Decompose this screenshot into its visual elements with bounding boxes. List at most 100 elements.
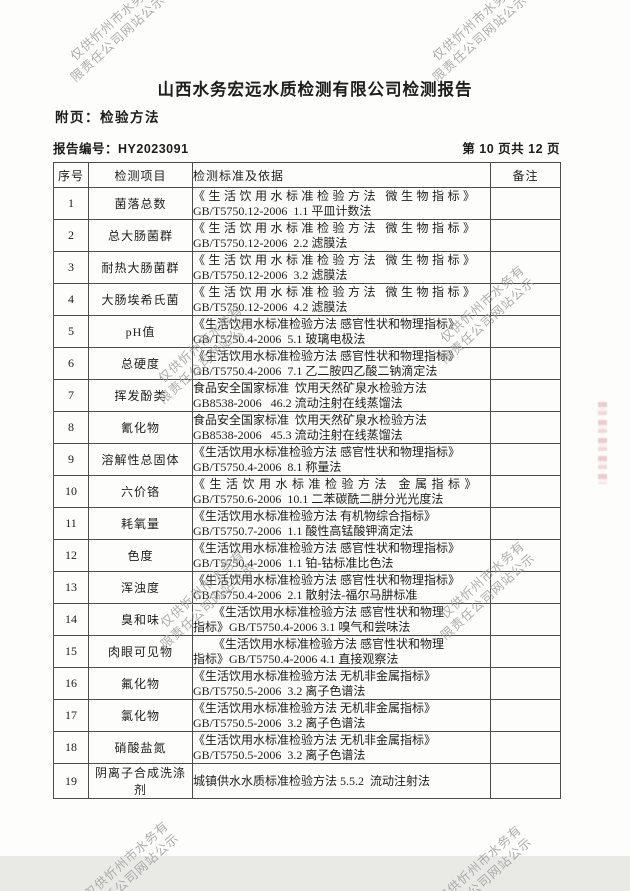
test-item: pH值 [88, 315, 193, 348]
table-row: 14 臭和味 《生活饮用水标准检验方法 感官性状和物理 指标》GB/T5750.… [53, 603, 561, 636]
remark-cell [490, 187, 561, 220]
row-index: 5 [53, 315, 89, 348]
test-standard: 《生活饮用水标准检验方法 感官性状和物理 指标》GB/T5750.4-2006 … [192, 635, 491, 668]
remark-cell [490, 731, 561, 764]
test-item: 臭和味 [88, 603, 193, 636]
remark-cell [490, 507, 561, 540]
table-row: 16 氟化物 《生活饮用水标准检验方法 无机非金属指标》 GB/T5750.5-… [53, 667, 561, 700]
test-item: 挥发酚类 [88, 379, 193, 412]
test-standard: 《生活饮用水标准检验方法 微生物指标》 GB/T5750.12-2006 3.2… [192, 251, 491, 284]
row-index: 16 [53, 667, 89, 700]
methods-table: 序号 检测项目 检测标准及依据 备注 1 菌落总数 《生活饮用水标准检验方法 微… [53, 162, 561, 799]
remark-cell [490, 283, 561, 316]
red-seal-edge-artifact [598, 402, 607, 484]
test-standard: 《生活饮用水标准检验方法 微生物指标》 GB/T5750.12-2006 4.2… [192, 283, 491, 316]
test-standard: 《生活饮用水标准检验方法 感官性状和物理指标》 GB/T5750.4-2006 … [192, 571, 491, 604]
remark-cell [490, 475, 561, 508]
row-index: 9 [53, 443, 89, 476]
test-item: 耐热大肠菌群 [88, 251, 193, 284]
table-row: 15 肉眼可见物 《生活饮用水标准检验方法 感官性状和物理 指标》GB/T575… [53, 635, 561, 668]
test-standard: 《生活饮用水标准检验方法 微生物指标》 GB/T5750.12-2006 1.1… [192, 187, 491, 220]
test-standard: 《生活饮用水标准检验方法 微生物指标》 GB/T5750.12-2006 2.2… [192, 219, 491, 252]
row-index: 3 [53, 251, 89, 284]
table-header-row: 序号 检测项目 检测标准及依据 备注 [53, 162, 561, 188]
table-row: 2 总大肠菌群 《生活饮用水标准检验方法 微生物指标》 GB/T5750.12-… [53, 219, 561, 252]
report-meta-row: 报告编号：HY2023091 第 10 页共 12 页 [53, 138, 560, 157]
test-item: 阴离子合成洗涤剂 [88, 763, 193, 799]
table-row: 19 阴离子合成洗涤剂 城镇供水水质标准检验方法 5.5.2 流动注射法 [53, 763, 561, 799]
test-standard: 《生活饮用水标准检验方法 感官性状和物理 指标》GB/T5750.4-2006 … [192, 603, 491, 636]
test-standard: 《生活饮用水标准检验方法 金属指标》 GB/T5750.6-2006 10.1 … [192, 475, 491, 508]
report-number: 报告编号：HY2023091 [53, 142, 189, 156]
row-index: 18 [53, 731, 89, 764]
test-item: 六价铬 [88, 475, 193, 508]
test-standard: 城镇供水水质标准检验方法 5.5.2 流动注射法 [192, 763, 491, 799]
appendix-label: 附页：检验方法 [55, 110, 160, 125]
remark-cell [490, 667, 561, 700]
row-index: 6 [53, 347, 89, 380]
row-index: 13 [53, 571, 89, 604]
test-item: 浑浊度 [88, 571, 193, 604]
table-row: 12 色度 《生活饮用水标准检验方法 感官性状和物理指标》 GB/T5750.4… [53, 539, 561, 572]
test-item: 大肠埃希氏菌 [88, 283, 193, 316]
test-item: 溶解性总固体 [88, 443, 193, 476]
test-standard: 食品安全国家标准 饮用天然矿泉水检验方法 GB8538-2006 45.3 流动… [192, 411, 491, 444]
remark-cell [490, 347, 561, 380]
test-item: 总大肠菌群 [88, 219, 193, 252]
col-header-index: 序号 [53, 162, 89, 188]
test-standard: 《生活饮用水标准检验方法 感官性状和物理指标》 GB/T5750.4-2006 … [192, 443, 491, 476]
page-title: 山西水务宏远水质检测有限公司检测报告 [157, 81, 473, 99]
test-item: 色度 [88, 539, 193, 572]
table-row: 17 氯化物 《生活饮用水标准检验方法 无机非金属指标》 GB/T5750.5-… [53, 699, 561, 732]
col-header-remark: 备注 [490, 162, 561, 188]
page-indicator: 第 10 页共 12 页 [462, 142, 560, 156]
row-index: 11 [53, 507, 89, 540]
table-row: 5 pH值 《生活饮用水标准检验方法 感官性状和物理指标》 GB/T5750.4… [53, 315, 561, 348]
remark-cell [490, 411, 561, 444]
col-header-item: 检测项目 [88, 162, 193, 188]
table-row: 9 溶解性总固体 《生活饮用水标准检验方法 感官性状和物理指标》 GB/T575… [53, 443, 561, 476]
row-index: 15 [53, 635, 89, 668]
table-row: 7 挥发酚类 食品安全国家标准 饮用天然矿泉水检验方法 GB8538-2006 … [53, 379, 561, 412]
remark-cell [490, 315, 561, 348]
test-item: 总硬度 [88, 347, 193, 380]
table-row: 3 耐热大肠菌群 《生活饮用水标准检验方法 微生物指标》 GB/T5750.12… [53, 251, 561, 284]
test-standard: 《生活饮用水标准检验方法 有机物综合指标》 GB/T5750.7-2006 1.… [192, 507, 491, 540]
remark-cell [490, 251, 561, 284]
table-row: 4 大肠埃希氏菌 《生活饮用水标准检验方法 微生物指标》 GB/T5750.12… [53, 283, 561, 316]
test-standard: 《生活饮用水标准检验方法 无机非金属指标》 GB/T5750.5-2006 3.… [192, 699, 491, 732]
test-item: 肉眼可见物 [88, 635, 193, 668]
row-index: 7 [53, 379, 89, 412]
remark-cell [490, 539, 561, 572]
row-index: 4 [53, 283, 89, 316]
watermark: 仅供忻州市水务有 限责任公司网站公示 [67, 0, 168, 85]
remark-cell [490, 571, 561, 604]
table-row: 8 氰化物 食品安全国家标准 饮用天然矿泉水检验方法 GB8538-2006 4… [53, 411, 561, 444]
row-index: 8 [53, 411, 89, 444]
table-row: 18 硝酸盐氮 《生活饮用水标准检验方法 无机非金属指标》 GB/T5750.5… [53, 731, 561, 764]
remark-cell [490, 443, 561, 476]
test-item: 氟化物 [88, 667, 193, 700]
scan-edge-band [0, 856, 630, 891]
table-row: 11 耗氧量 《生活饮用水标准检验方法 有机物综合指标》 GB/T5750.7-… [53, 507, 561, 540]
test-standard: 《生活饮用水标准检验方法 感官性状和物理指标》 GB/T5750.4-2006 … [192, 347, 491, 380]
col-header-standard: 检测标准及依据 [192, 162, 491, 188]
remark-cell [490, 635, 561, 668]
test-item: 氰化物 [88, 411, 193, 444]
test-item: 硝酸盐氮 [88, 731, 193, 764]
remark-cell [490, 219, 561, 252]
table-row: 1 菌落总数 《生活饮用水标准检验方法 微生物指标》 GB/T5750.12-2… [53, 187, 561, 220]
row-index: 14 [53, 603, 89, 636]
row-index: 2 [53, 219, 89, 252]
remark-cell [490, 603, 561, 636]
test-standard: 《生活饮用水标准检验方法 无机非金属指标》 GB/T5750.5-2006 3.… [192, 731, 491, 764]
remark-cell [490, 699, 561, 732]
remark-cell [490, 379, 561, 412]
test-item: 氯化物 [88, 699, 193, 732]
remark-cell [490, 763, 561, 799]
row-index: 12 [53, 539, 89, 572]
table-row: 10 六价铬 《生活饮用水标准检验方法 金属指标》 GB/T5750.6-200… [53, 475, 561, 508]
row-index: 17 [53, 699, 89, 732]
row-index: 10 [53, 475, 89, 508]
